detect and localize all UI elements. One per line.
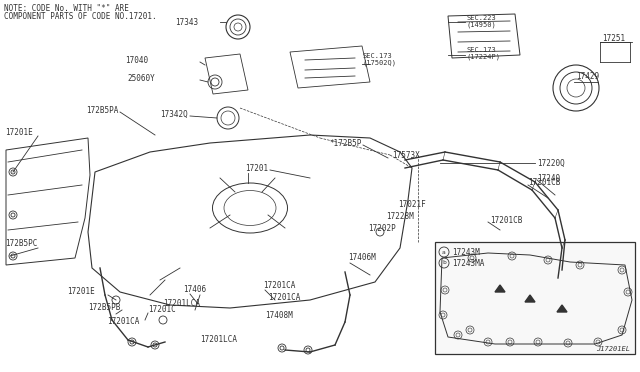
Text: *172B5P: *172B5P xyxy=(330,138,362,148)
Text: a: a xyxy=(442,250,446,254)
Text: 17406: 17406 xyxy=(183,285,206,295)
Text: 17408M: 17408M xyxy=(265,311,292,321)
Text: 172B5PA: 172B5PA xyxy=(86,106,118,115)
Text: 17429: 17429 xyxy=(576,71,599,80)
Text: 17040: 17040 xyxy=(125,55,148,64)
Text: 17201C: 17201C xyxy=(148,305,176,314)
Text: 17243M: 17243M xyxy=(452,247,480,257)
Text: 17201CA: 17201CA xyxy=(268,294,300,302)
Text: COMPONENT PARTS OF CODE NO.17201.: COMPONENT PARTS OF CODE NO.17201. xyxy=(4,12,157,20)
Text: SEC.173: SEC.173 xyxy=(467,47,497,53)
Text: 17202P: 17202P xyxy=(368,224,396,232)
Bar xyxy=(435,242,635,354)
Text: 17201LCA: 17201LCA xyxy=(163,299,200,308)
Text: 17201: 17201 xyxy=(245,164,268,173)
Text: 17201CA: 17201CA xyxy=(263,280,296,289)
Text: (17224P): (17224P) xyxy=(467,54,501,60)
Text: NOTE: CODE No. WITH "*" ARE: NOTE: CODE No. WITH "*" ARE xyxy=(4,3,129,13)
Text: 17220Q: 17220Q xyxy=(537,158,564,167)
Text: 17343: 17343 xyxy=(175,17,198,26)
Text: 17251: 17251 xyxy=(602,33,625,42)
Text: 17201CB: 17201CB xyxy=(528,177,561,186)
Text: 17406M: 17406M xyxy=(348,253,376,263)
Text: (17502Q): (17502Q) xyxy=(363,60,397,66)
Text: 17573X: 17573X xyxy=(392,151,420,160)
Text: 172B5PC: 172B5PC xyxy=(5,238,37,247)
Text: 17201CB: 17201CB xyxy=(490,215,522,224)
Text: 17243MA: 17243MA xyxy=(452,259,484,267)
Text: 17201E: 17201E xyxy=(5,128,33,137)
Text: 17021F: 17021F xyxy=(398,199,426,208)
Text: 25060Y: 25060Y xyxy=(127,74,155,83)
Polygon shape xyxy=(557,305,567,312)
Text: SEC.223: SEC.223 xyxy=(467,15,497,21)
Text: 17240: 17240 xyxy=(537,173,560,183)
Text: (14950): (14950) xyxy=(467,22,497,28)
Polygon shape xyxy=(525,295,535,302)
Text: 17228M: 17228M xyxy=(386,212,413,221)
Text: 17201LCA: 17201LCA xyxy=(200,336,237,344)
Text: 17201E: 17201E xyxy=(67,288,95,296)
Text: SEC.173: SEC.173 xyxy=(363,53,393,59)
Text: 17342Q: 17342Q xyxy=(160,109,188,119)
Text: 17201CA: 17201CA xyxy=(108,317,140,327)
Text: 172B5PB: 172B5PB xyxy=(88,304,120,312)
Text: b: b xyxy=(442,260,446,266)
Text: J17201EL: J17201EL xyxy=(596,346,630,352)
Polygon shape xyxy=(495,285,505,292)
